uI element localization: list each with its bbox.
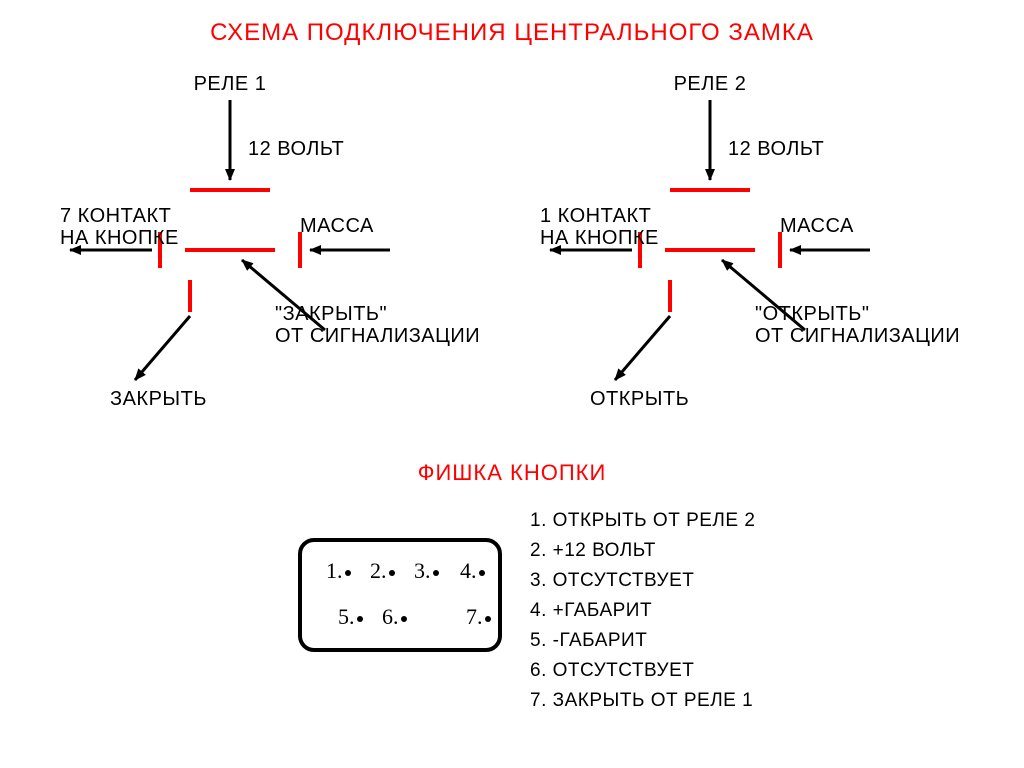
volt-label: 12 ВОЛЬТ <box>728 138 824 160</box>
left-label-1: 7 КОНТАКТ <box>60 205 171 227</box>
diagram-canvas: СХЕМА ПОДКЛЮЧЕНИЯ ЦЕНТРАЛЬНОГО ЗАМКА РЕЛ… <box>0 0 1024 768</box>
pin-dot-icon <box>345 570 351 576</box>
legend-item: 4. +ГАБАРИТ <box>530 600 652 621</box>
left-label-1: 1 КОНТАКТ <box>540 205 651 227</box>
connector-outline <box>300 540 500 650</box>
relay-name: РЕЛЕ 1 <box>194 73 267 95</box>
legend-item: 3. ОТСУТСТВУЕТ <box>530 570 694 591</box>
action-label: ЗАКРЫТЬ <box>110 388 207 410</box>
relay-block-1: РЕЛЕ 1 12 ВОЛЬТ 7 КОНТАКТНА КНОПКЕ МАССА "ЗА… <box>60 73 480 410</box>
pin-dot-icon <box>401 616 407 622</box>
pin-number: 6. <box>382 604 399 629</box>
pin-legend: 1. ОТКРЫТЬ ОТ РЕЛЕ 2 2. +12 ВОЛЬТ 3. ОТСУТ… <box>530 510 755 711</box>
relay-name: РЕЛЕ 2 <box>674 73 747 95</box>
signal-label-2: ОТ СИГНАЛИЗАЦИИ <box>755 325 960 347</box>
pin-dot-icon <box>485 616 491 622</box>
arrow-action-icon <box>615 316 670 380</box>
pin-dot-icon <box>479 570 485 576</box>
left-label-2: НА КНОПКЕ <box>60 227 179 249</box>
mass-label: МАССА <box>300 215 374 237</box>
pin-number: 1. <box>326 558 343 583</box>
pin-number: 7. <box>466 604 483 629</box>
arrow-action-icon <box>135 316 190 380</box>
signal-label-1: "ОТКРЫТЬ" <box>755 303 870 325</box>
signal-label-1: "ЗАКРЫТЬ" <box>275 303 387 325</box>
pin-number: 4. <box>460 558 477 583</box>
volt-label: 12 ВОЛЬТ <box>248 138 344 160</box>
connector-subtitle: ФИШКА КНОПКИ <box>418 460 607 485</box>
pin-dot-icon <box>389 570 395 576</box>
pin-dot-icon <box>357 616 363 622</box>
action-label: ОТКРЫТЬ <box>590 388 689 410</box>
legend-item: 2. +12 ВОЛЬТ <box>530 540 656 561</box>
left-label-2: НА КНОПКЕ <box>540 227 659 249</box>
legend-item: 5. -ГАБАРИТ <box>530 630 647 651</box>
pin-number: 5. <box>338 604 355 629</box>
legend-item: 7. ЗАКРЫТЬ ОТ РЕЛЕ 1 <box>530 690 753 711</box>
pin-dot-icon <box>433 570 439 576</box>
mass-label: МАССА <box>780 215 854 237</box>
legend-item: 1. ОТКРЫТЬ ОТ РЕЛЕ 2 <box>530 510 755 531</box>
pin-number: 3. <box>414 558 431 583</box>
pin-number: 2. <box>370 558 387 583</box>
connector-block: 1. 2. 3. 4. 5. 6. 7. <box>300 540 500 650</box>
main-title: СХЕМА ПОДКЛЮЧЕНИЯ ЦЕНТРАЛЬНОГО ЗАМКА <box>210 19 814 46</box>
legend-item: 6. ОТСУТСТВУЕТ <box>530 660 694 681</box>
relay-block-2: РЕЛЕ 2 12 ВОЛЬТ 1 КОНТАКТНА КНОПКЕ МАССА "ОТ… <box>540 73 960 410</box>
signal-label-2: ОТ СИГНАЛИЗАЦИИ <box>275 325 480 347</box>
